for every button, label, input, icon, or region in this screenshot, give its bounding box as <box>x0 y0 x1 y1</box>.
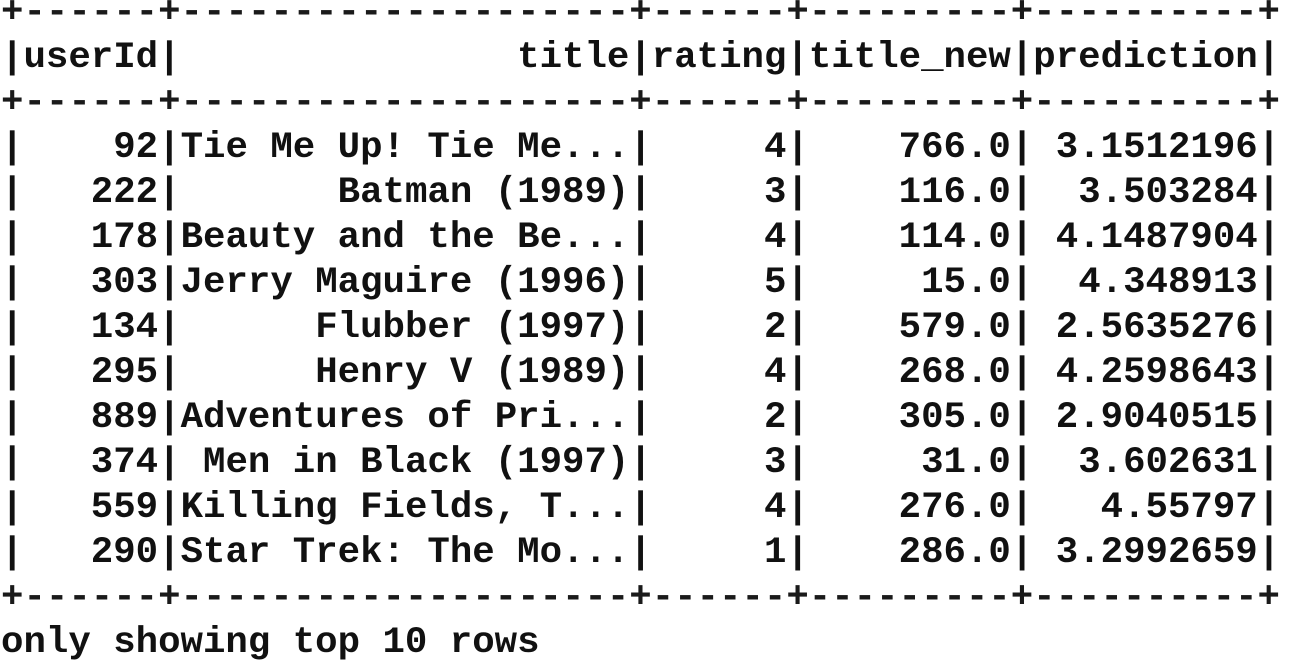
cell-userId: 889 <box>90 397 159 439</box>
cell-rating: 4 <box>763 127 787 169</box>
cell-rating: 2 <box>763 397 787 439</box>
table-row: | 222| Batman (1989)| 3| 116.0| 3.503284… <box>1 172 1281 214</box>
column-header-userId: userId <box>23 37 159 79</box>
cell-title-new: 15.0 <box>921 262 1011 304</box>
table-row: | 295| Henry V (1989)| 4| 268.0| 4.25986… <box>1 352 1281 394</box>
cell-userId: 178 <box>90 217 159 259</box>
cell-prediction: 3.602631 <box>1078 442 1258 484</box>
cell-rating: 3 <box>764 172 787 214</box>
cell-prediction: 4.55797 <box>1100 487 1258 529</box>
cell-rating: 1 <box>763 532 787 574</box>
cell-rating: 3 <box>764 442 787 484</box>
cell-prediction: 3.1512196 <box>1055 127 1258 169</box>
cell-prediction: 2.9040515 <box>1055 397 1258 439</box>
cell-prediction: 4.2598643 <box>1055 352 1258 394</box>
cell-userId: 374 <box>90 442 159 484</box>
table-row: | 374| Men in Black (1997)| 3| 31.0| 3.6… <box>1 442 1281 484</box>
cell-title: Flubber (1997) <box>315 307 630 349</box>
table-bottom-border: +------+--------------------+------+----… <box>1 577 1280 619</box>
cell-rating: 4 <box>764 352 787 394</box>
cell-title: Jerry Maguire (1996) <box>180 262 630 304</box>
column-header-title-new: title_new <box>808 37 1011 79</box>
cell-rating: 4 <box>763 487 787 529</box>
cell-prediction: 4.1487904 <box>1055 217 1258 259</box>
cell-userId: 290 <box>90 532 159 574</box>
cell-title-new: 766.0 <box>898 127 1011 169</box>
table-top-border: +------+--------------------+------+----… <box>1 0 1280 34</box>
cell-title: Batman (1989) <box>337 172 630 214</box>
cell-prediction: 3.2992659 <box>1055 532 1258 574</box>
column-header-prediction: prediction <box>1033 37 1258 79</box>
cell-title: Men in Black (1997) <box>203 442 630 484</box>
table-header-border: +------+--------------------+------+----… <box>1 82 1280 124</box>
cell-userId: 222 <box>90 172 159 214</box>
column-header-rating: rating <box>651 37 787 79</box>
column-header-title: title <box>517 37 630 79</box>
row-count-note: only showing top 10 rows <box>1 622 540 664</box>
cell-title-new: 31.0 <box>921 442 1011 484</box>
cell-title-new: 116.0 <box>898 172 1011 214</box>
cell-title: Tie Me Up! Tie Me... <box>180 127 630 169</box>
cell-rating: 4 <box>763 217 787 259</box>
cell-prediction: 2.5635276 <box>1055 307 1258 349</box>
cell-title-new: 114.0 <box>898 217 1011 259</box>
cell-prediction: 3.503284 <box>1078 172 1258 214</box>
cell-userId: 559 <box>90 487 159 529</box>
cell-title-new: 268.0 <box>898 352 1011 394</box>
cell-prediction: 4.348913 <box>1078 262 1258 304</box>
cell-userId: 92 <box>113 127 159 169</box>
cell-title: Beauty and the Be... <box>180 217 630 259</box>
cell-title-new: 286.0 <box>898 532 1011 574</box>
table-row: | 92|Tie Me Up! Tie Me...| 4| 766.0| 3.1… <box>1 127 1281 169</box>
cell-rating: 2 <box>764 307 787 349</box>
cell-title-new: 305.0 <box>898 397 1011 439</box>
cell-title-new: 276.0 <box>898 487 1011 529</box>
cell-title: Henry V (1989) <box>315 352 630 394</box>
cell-title: Star Trek: The Mo... <box>180 532 630 574</box>
table-row: | 559|Killing Fields, T...| 4| 276.0| 4.… <box>1 487 1281 529</box>
cell-userId: 303 <box>90 262 159 304</box>
table-row: | 303|Jerry Maguire (1996)| 5| 15.0| 4.3… <box>1 262 1281 304</box>
table-header-row: |userId| title|rating|title_new|predicti… <box>1 37 1281 79</box>
cell-rating: 5 <box>763 262 787 304</box>
table-row: | 889|Adventures of Pri...| 2| 305.0| 2.… <box>1 397 1281 439</box>
table-row: | 134| Flubber (1997)| 2| 579.0| 2.56352… <box>1 307 1281 349</box>
table-row: | 290|Star Trek: The Mo...| 1| 286.0| 3.… <box>1 532 1281 574</box>
cell-title-new: 579.0 <box>898 307 1011 349</box>
cell-userId: 134 <box>90 307 159 349</box>
cell-title: Killing Fields, T... <box>180 487 630 529</box>
cell-userId: 295 <box>90 352 159 394</box>
table-row: | 178|Beauty and the Be...| 4| 114.0| 4.… <box>1 217 1281 259</box>
cell-title: Adventures of Pri... <box>180 397 630 439</box>
